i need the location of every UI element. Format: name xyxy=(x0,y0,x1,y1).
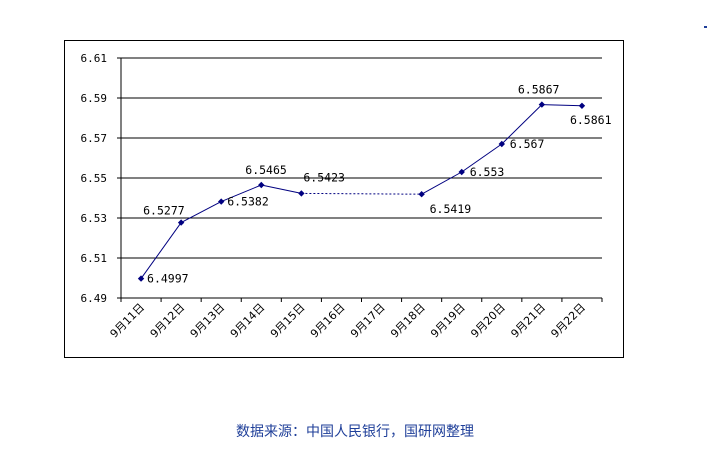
data-point-marker xyxy=(218,198,225,205)
x-tick-label: 9月17日 xyxy=(348,301,388,341)
series-segment xyxy=(140,222,182,279)
data-label: 6.553 xyxy=(470,165,505,179)
data-label: 6.5419 xyxy=(430,202,472,216)
data-label: 6.5423 xyxy=(303,170,345,184)
x-tick-label: 9月22日 xyxy=(548,301,588,341)
data-point-marker xyxy=(458,168,465,176)
series-segment xyxy=(221,184,262,203)
series-segment xyxy=(421,171,462,195)
data-point-marker xyxy=(258,181,265,189)
source-note: 数据来源：中国人民银行，国研网整理 xyxy=(236,424,474,440)
data-point-marker xyxy=(177,219,185,226)
y-tick-label: 6.55 xyxy=(81,172,108,185)
data-point-marker xyxy=(538,101,546,108)
series-segment xyxy=(501,104,543,145)
data-label: 6.567 xyxy=(510,137,545,151)
chart-frame: 6.49 6.51 6.53 6.55 6.57 6.59 6.61 9月11日 9月12日 9月… xyxy=(64,40,624,358)
x-tick-label: 9月19日 xyxy=(428,301,468,341)
data-label: 6.4997 xyxy=(147,272,189,286)
series-segment xyxy=(541,104,582,107)
y-tick-label: 6.57 xyxy=(81,132,108,145)
series-segment xyxy=(180,201,222,224)
data-label: 6.5867 xyxy=(518,83,560,97)
data-label: 6.5277 xyxy=(143,204,185,218)
series-segment xyxy=(261,184,302,194)
data-label: 6.5382 xyxy=(227,195,269,209)
y-tick-label: 6.61 xyxy=(81,52,108,65)
x-tick-label: 9月12日 xyxy=(148,301,188,341)
data-point-marker xyxy=(418,191,425,198)
series-gap-connector xyxy=(301,192,422,195)
x-tick-label: 9月20日 xyxy=(468,301,508,341)
y-tick-label: 6.51 xyxy=(81,252,108,265)
x-tick-label: 9月21日 xyxy=(508,301,548,341)
x-tick-label: 9月13日 xyxy=(188,301,228,341)
data-point-marker xyxy=(137,275,145,282)
x-tick-label: 9月14日 xyxy=(228,301,268,341)
x-tick-label: 9月15日 xyxy=(268,301,308,341)
data-point-marker xyxy=(298,190,305,197)
data-label: 6.5861 xyxy=(570,113,612,127)
y-tick-label: 6.49 xyxy=(81,292,108,305)
data-label: 6.5465 xyxy=(245,163,287,177)
corner-mark xyxy=(704,26,707,28)
data-point-marker xyxy=(578,102,586,109)
y-tick-label: 6.53 xyxy=(81,212,108,225)
x-tick-label: 9月18日 xyxy=(388,301,428,341)
y-tick-label: 6.59 xyxy=(81,92,108,105)
x-tick-label: 9月16日 xyxy=(308,301,348,341)
x-tick-label: 9月11日 xyxy=(108,301,148,341)
series-segment xyxy=(461,143,503,173)
